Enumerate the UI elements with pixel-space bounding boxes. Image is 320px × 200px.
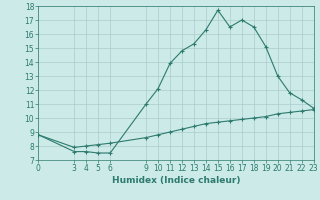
X-axis label: Humidex (Indice chaleur): Humidex (Indice chaleur) xyxy=(112,176,240,185)
